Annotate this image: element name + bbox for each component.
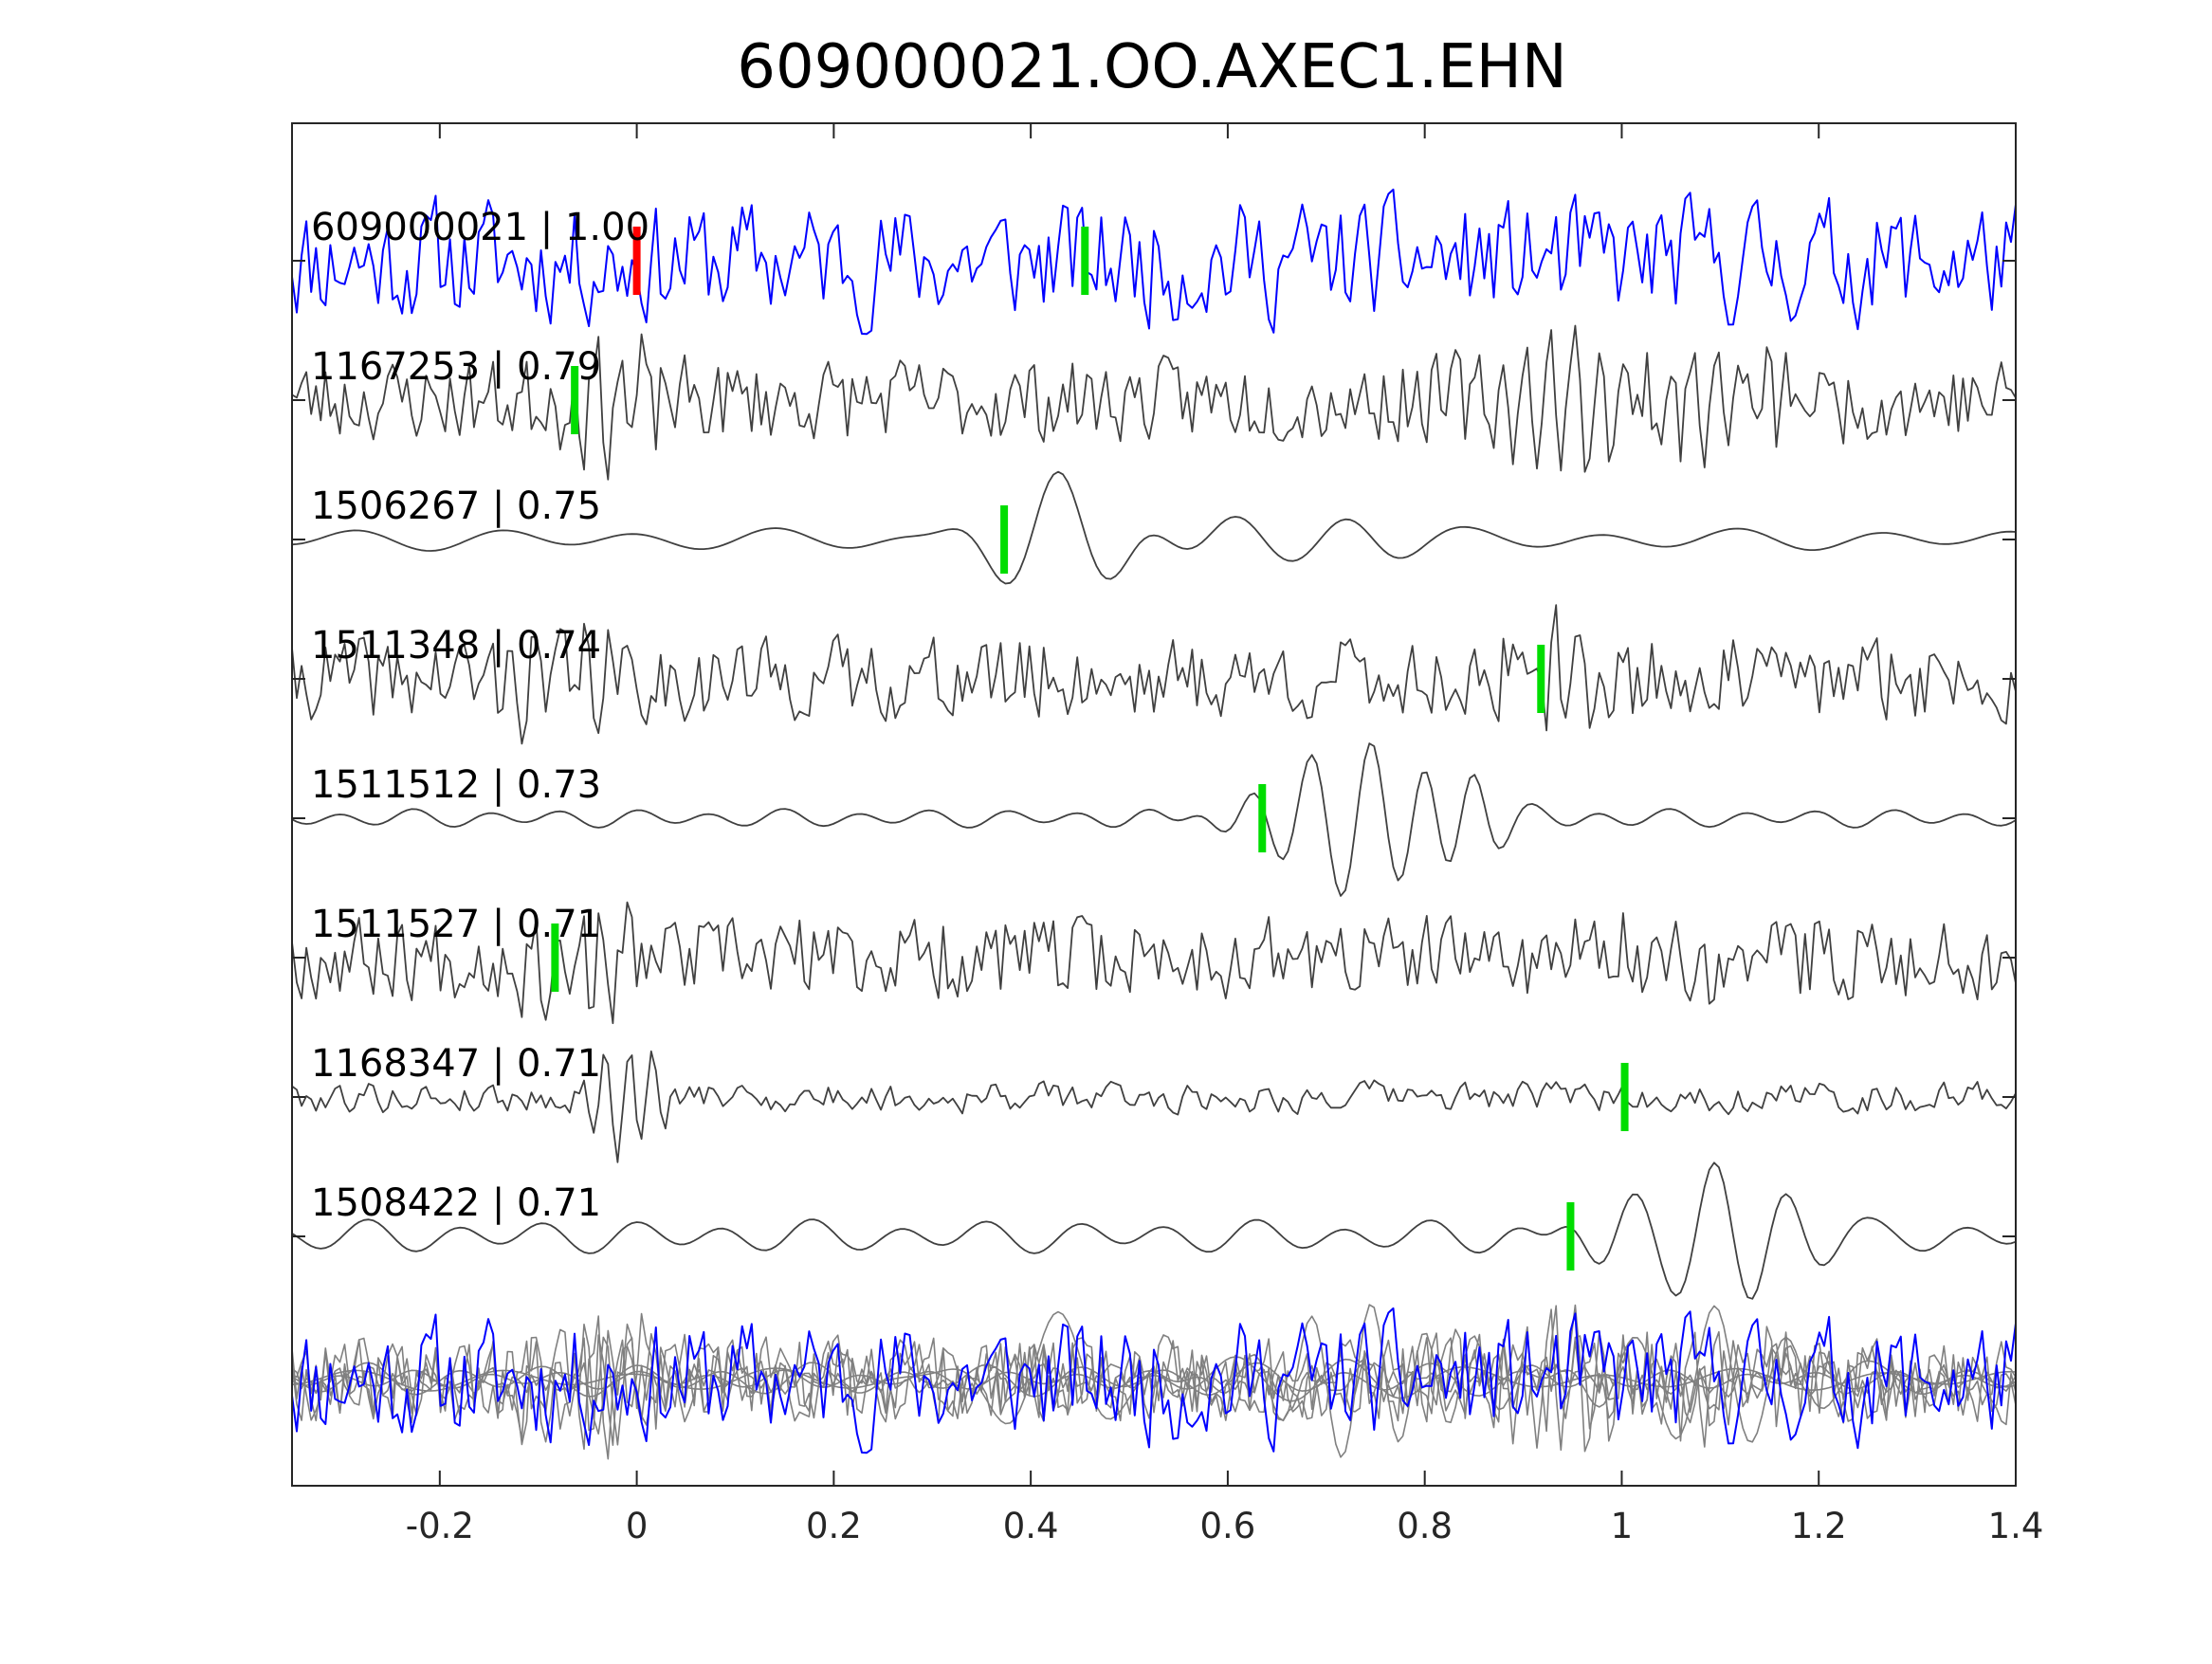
waveform-trace-1511512 [291, 742, 2017, 897]
overlay-trace-1167253 [291, 1304, 2017, 1460]
x-tick-label: 1.4 [1988, 1506, 2044, 1546]
x-tick-label: -0.2 [406, 1506, 474, 1546]
overlay-trace-1506267 [291, 1310, 2017, 1425]
axes-frame [291, 122, 2017, 1487]
x-tick-label: 0.6 [1199, 1506, 1255, 1546]
trace-label-1167253: 1167253 | 0.79 [311, 345, 601, 389]
waveform-trace-1167253 [291, 324, 2017, 481]
waveform-trace-1168347 [291, 1050, 2017, 1163]
trace-label-1511348: 1511348 | 0.74 [311, 624, 601, 667]
waveform-trace-1508422 [291, 1161, 2017, 1300]
trace-label-609000021: 609000021 | 1.00 [311, 206, 649, 249]
x-tick-label: 0 [626, 1506, 649, 1546]
chart-title: 609000021.OO.AXEC1.EHN [737, 32, 1567, 102]
axes: -0.2 0 0.2 0.4 0.6 0.8 1 1.2 1.4 [291, 122, 2044, 1546]
waveform-trace-1511348 [291, 604, 2017, 745]
trace-label-1506267: 1506267 | 0.75 [311, 485, 601, 528]
waveform-trace-1506267 [291, 470, 2017, 585]
x-tick-label: 0.2 [806, 1506, 862, 1546]
plot-area: 609000021 | 1.00 1167253 | 0.79 1506267 | … [291, 188, 2017, 1460]
waveform-trace-1511527 [291, 901, 2017, 1025]
x-tick-label: 0.8 [1397, 1506, 1453, 1546]
waveform-trace-609000021 [291, 188, 2017, 336]
trace-label-1511527: 1511527 | 0.71 [311, 903, 601, 946]
trace-label-1168347: 1168347 | 0.71 [311, 1042, 601, 1086]
trace-label-1508422: 1508422 | 0.71 [311, 1181, 601, 1225]
x-tick-label: 1.2 [1791, 1506, 1847, 1546]
x-tick-label: 0.4 [1003, 1506, 1059, 1546]
trace-label-1511512: 1511512 | 0.73 [311, 763, 601, 807]
overlay-trace-609000021 [291, 1307, 2017, 1454]
x-tick-label: 1 [1611, 1506, 1634, 1546]
